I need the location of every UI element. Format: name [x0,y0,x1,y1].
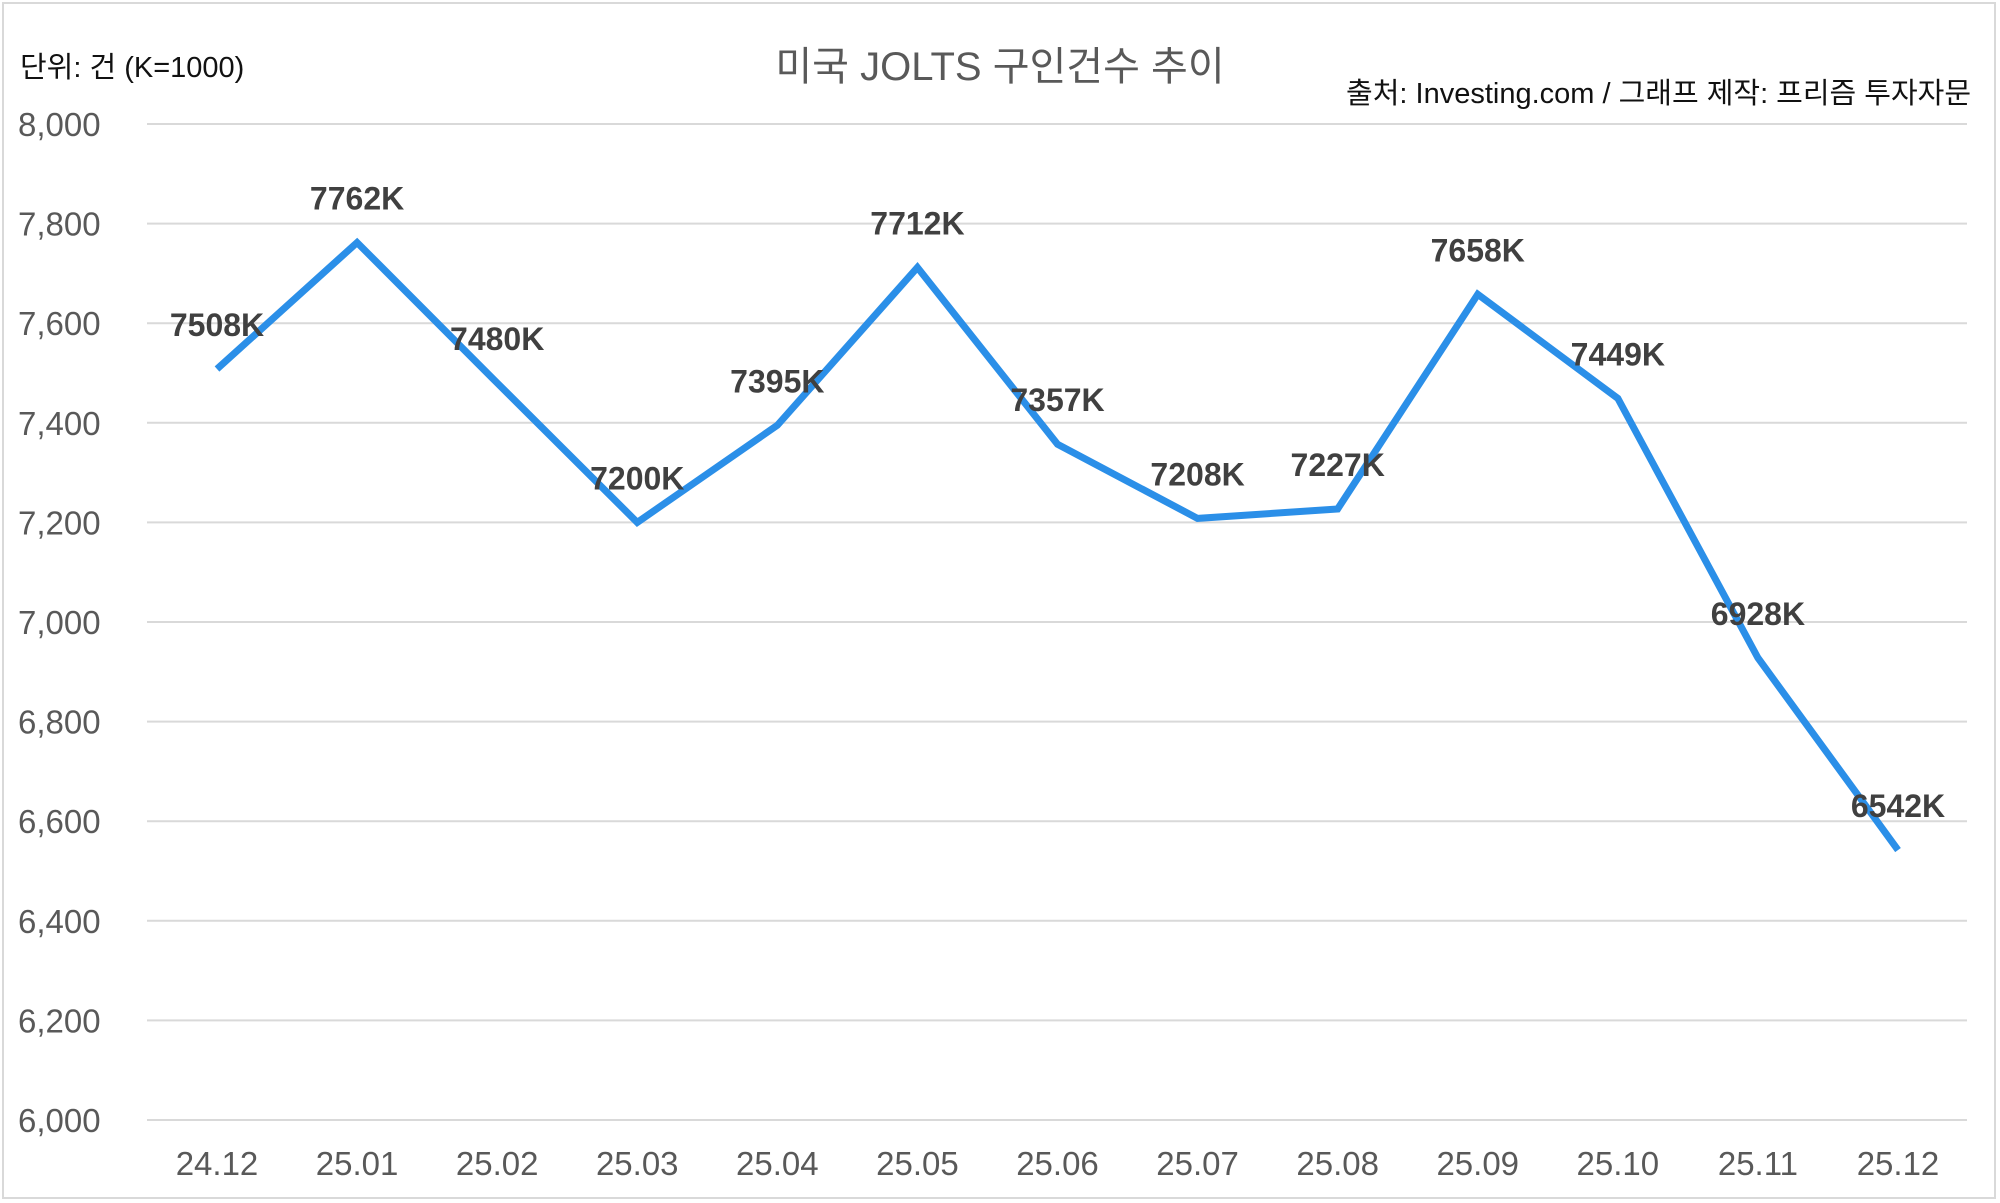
data-label: 7227K [1291,447,1385,483]
x-tick-label: 25.09 [1436,1145,1519,1182]
y-tick-label: 7,800 [18,206,101,243]
data-label: 7480K [450,321,544,357]
unit-note: 단위: 건 (K=1000) [20,52,245,84]
data-label: 6928K [1711,596,1805,632]
x-tick-label: 25.02 [456,1145,539,1182]
x-tick-label: 25.07 [1156,1145,1239,1182]
x-tick-label: 25.08 [1296,1145,1379,1182]
y-tick-label: 8,000 [18,106,101,143]
data-label: 7208K [1150,456,1244,492]
x-tick-label: 25.12 [1857,1145,1940,1182]
data-label: 7658K [1431,232,1525,268]
data-label: 7508K [170,307,264,343]
y-tick-label: 7,600 [18,305,101,342]
y-tick-label: 7,400 [18,405,101,442]
chart-title: 미국 JOLTS 구인건수 추이 [775,45,1225,89]
x-tick-label: 25.03 [596,1145,679,1182]
x-tick-label: 25.05 [876,1145,959,1182]
y-tick-label: 7,000 [18,604,101,641]
y-tick-label: 6,000 [18,1102,101,1139]
y-tick-label: 7,200 [18,504,101,541]
x-tick-label: 25.10 [1577,1145,1660,1182]
x-tick-label: 25.11 [1718,1145,1798,1182]
x-tick-label: 25.04 [736,1145,819,1182]
data-label: 7357K [1010,382,1104,418]
data-label: 7712K [870,205,964,241]
x-tick-label: 25.01 [316,1145,399,1182]
y-tick-label: 6,600 [18,803,101,840]
data-label: 6542K [1851,788,1945,824]
source-note: 출처: Investing.com / 그래프 제작: 프리즘 투자자문 [1346,78,1971,110]
data-label: 7449K [1571,336,1665,372]
data-label: 7762K [310,181,404,217]
y-tick-label: 6,800 [18,704,101,741]
data-label: 7200K [590,460,684,496]
x-tick-label: 25.06 [1016,1145,1099,1182]
data-label: 7395K [730,363,824,399]
y-tick-label: 6,400 [18,903,101,940]
x-tick-label: 24.12 [176,1145,259,1182]
y-tick-label: 6,200 [18,1002,101,1039]
